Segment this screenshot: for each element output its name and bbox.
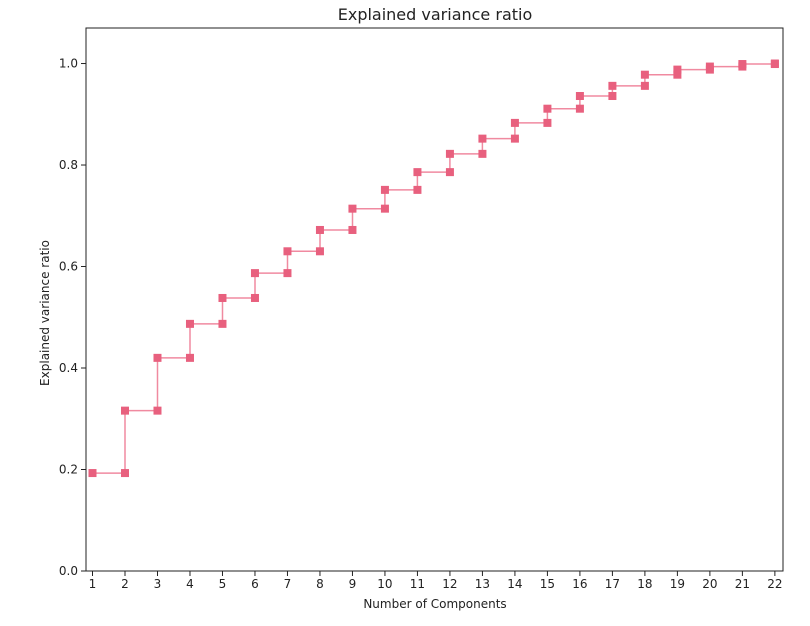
data-point-marker: [510, 118, 519, 127]
data-point-marker: [543, 104, 552, 113]
data-point-marker: [640, 70, 649, 79]
x-tick-label: 10: [377, 577, 392, 591]
data-point-marker: [315, 247, 324, 256]
data-point-marker: [478, 149, 487, 158]
data-point-marker: [413, 185, 422, 194]
x-tick-label: 16: [572, 577, 587, 591]
data-point-marker: [510, 134, 519, 143]
data-point-marker: [185, 353, 194, 362]
data-point-marker: [413, 168, 422, 177]
data-point-marker: [608, 81, 617, 90]
data-point-marker: [185, 319, 194, 328]
data-point-marker: [673, 65, 682, 74]
x-tick-label: 14: [507, 577, 522, 591]
y-axis-label: Explained variance ratio: [38, 240, 52, 386]
x-tick-label: 3: [154, 577, 162, 591]
chart-title: Explained variance ratio: [338, 5, 533, 24]
x-tick-label: 20: [702, 577, 717, 591]
series-step-line: [92, 63, 776, 474]
data-point-marker: [348, 225, 357, 234]
x-tick-label: 19: [670, 577, 685, 591]
data-point-marker: [738, 60, 747, 69]
data-point-marker: [88, 469, 97, 478]
y-tick-label: 1.0: [59, 57, 78, 71]
x-axis-ticks: 1 2 3 4 5 6 7 8 9 10 11 12 13 14 15 16 17 18 19 20 21 22: [89, 571, 783, 591]
data-point-marker: [283, 247, 292, 256]
x-tick-label: 22: [767, 577, 782, 591]
x-tick-label: 7: [284, 577, 292, 591]
x-tick-label: 13: [475, 577, 490, 591]
data-point-marker: [543, 118, 552, 127]
x-tick-label: 2: [121, 577, 129, 591]
x-tick-label: 8: [316, 577, 324, 591]
y-tick-label: 0.4: [59, 361, 78, 375]
data-point-marker: [608, 92, 617, 101]
x-tick-label: 18: [637, 577, 652, 591]
series-layer: [88, 59, 779, 478]
data-point-marker: [120, 406, 129, 415]
data-point-marker: [445, 168, 454, 177]
data-point-marker: [673, 70, 682, 79]
data-point-marker: [250, 293, 259, 302]
data-point-marker: [380, 204, 389, 213]
data-point-marker: [250, 269, 259, 278]
data-point-marker: [120, 469, 129, 478]
data-point-marker: [153, 353, 162, 362]
x-tick-label: 6: [251, 577, 259, 591]
data-point-marker: [283, 269, 292, 278]
data-point-marker: [575, 92, 584, 101]
data-point-marker: [380, 185, 389, 194]
data-point-marker: [705, 62, 714, 71]
y-tick-label: 0.8: [59, 158, 78, 172]
x-tick-label: 5: [219, 577, 227, 591]
x-tick-label: 9: [349, 577, 357, 591]
y-axis-ticks: 0.0 0.2 0.4 0.6 0.8 1.0: [59, 57, 86, 578]
x-axis-label: Number of Components: [363, 597, 506, 611]
data-point-marker: [218, 319, 227, 328]
data-point-marker: [445, 149, 454, 158]
data-point-marker: [575, 104, 584, 113]
data-point-marker: [315, 225, 324, 234]
x-tick-label: 15: [540, 577, 555, 591]
x-tick-label: 17: [605, 577, 620, 591]
x-tick-label: 4: [186, 577, 194, 591]
data-point-marker: [218, 293, 227, 302]
y-tick-label: 0.0: [59, 564, 78, 578]
data-point-marker: [478, 134, 487, 143]
x-tick-label: 12: [442, 577, 457, 591]
x-tick-label: 11: [410, 577, 425, 591]
data-point-marker: [153, 406, 162, 415]
x-tick-label: 21: [735, 577, 750, 591]
data-point-marker: [770, 59, 779, 68]
data-point-marker: [348, 204, 357, 213]
y-tick-label: 0.6: [59, 260, 78, 274]
plot-area-frame: [85, 27, 784, 572]
data-point-marker: [640, 81, 649, 90]
x-tick-label: 1: [89, 577, 97, 591]
y-tick-label: 0.2: [59, 463, 78, 477]
